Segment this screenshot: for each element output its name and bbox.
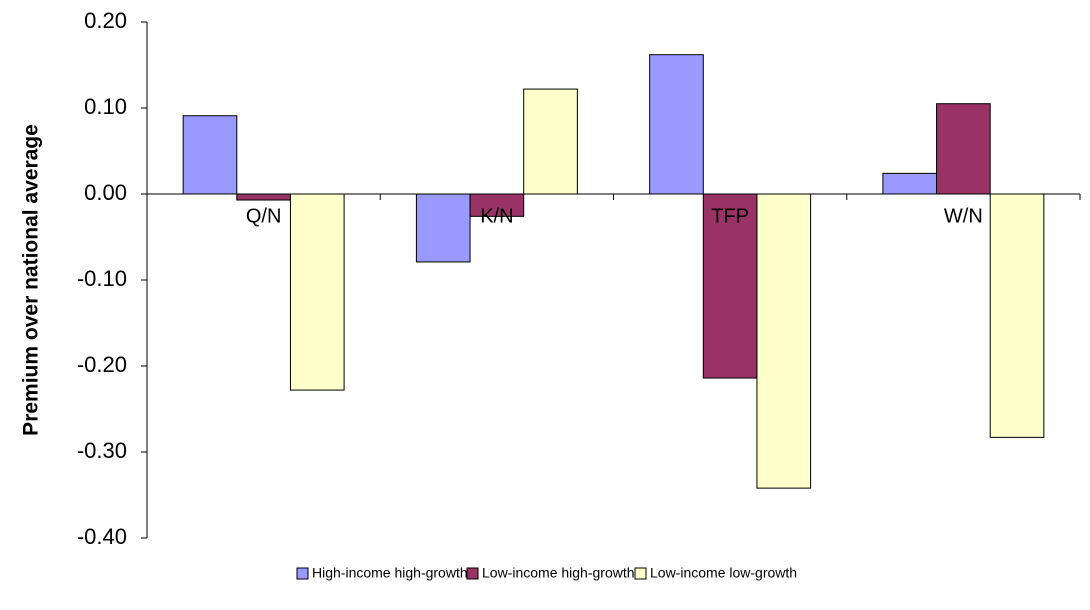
- bar: [182, 115, 238, 195]
- bar: [236, 193, 291, 201]
- legend-label: Low-income high-growth: [482, 565, 635, 581]
- y-tick-label: -0.10: [77, 266, 127, 291]
- legend-label: High-income high-growth: [312, 565, 468, 581]
- bar: [523, 88, 578, 195]
- x-tick-label: TFP: [711, 205, 749, 227]
- bar: [289, 193, 345, 391]
- legend-swatch: [466, 567, 479, 580]
- legend-label: Low-income low-growth: [650, 565, 797, 581]
- bar: [756, 193, 812, 489]
- y-tick-label: -0.20: [77, 352, 127, 377]
- bar: [649, 54, 704, 195]
- y-tick-label: 0.10: [84, 94, 127, 119]
- y-tick-label: 0.20: [84, 8, 127, 33]
- legend-swatch: [634, 567, 647, 580]
- bar: [989, 193, 1045, 438]
- legend-swatch: [296, 567, 309, 580]
- y-tick-label: -0.40: [77, 524, 127, 549]
- bar: [415, 193, 471, 263]
- y-tick-label: -0.30: [77, 438, 127, 463]
- bar: [702, 193, 758, 379]
- x-tick-label: W/N: [944, 205, 983, 227]
- bar: [882, 172, 938, 195]
- y-tick-label: 0.00: [84, 180, 127, 205]
- x-tick-label: Q/N: [246, 205, 282, 227]
- bar: [936, 103, 991, 195]
- x-tick-label: K/N: [480, 205, 513, 227]
- y-axis-label: Premium over national average: [20, 124, 43, 436]
